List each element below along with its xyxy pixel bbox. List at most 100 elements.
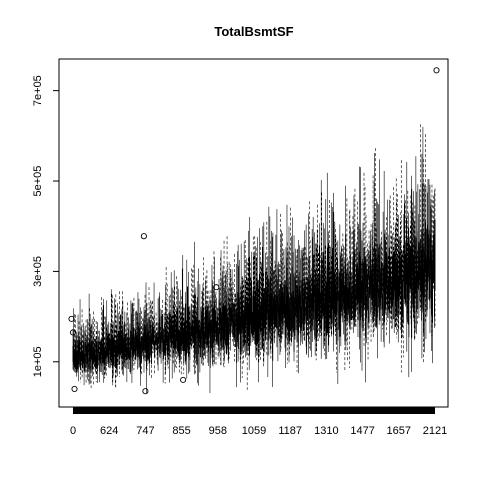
box-body [252, 314, 254, 334]
box-body [351, 285, 353, 321]
box-body [85, 346, 87, 368]
box-body [255, 313, 257, 332]
box-body [165, 335, 167, 354]
box-body [115, 344, 117, 363]
box-body [89, 349, 91, 371]
box-body [295, 281, 297, 317]
box-body [424, 221, 426, 274]
box-body [126, 336, 128, 355]
box-body [354, 251, 356, 326]
box-body [226, 312, 228, 355]
box-body [339, 271, 341, 322]
box-body [98, 352, 100, 361]
box-body [347, 289, 349, 309]
box-body [267, 279, 269, 341]
box-body [97, 344, 99, 353]
box-body [424, 251, 426, 273]
box-body [260, 303, 262, 338]
box-body [409, 252, 411, 280]
box-body [422, 232, 424, 290]
box-body [130, 331, 132, 348]
box-body [155, 337, 157, 345]
box-body [317, 274, 319, 309]
box-body [359, 251, 360, 314]
box-body [95, 355, 97, 369]
box-body [102, 335, 104, 360]
box-body [332, 272, 334, 309]
box-body [295, 280, 296, 305]
box-body [93, 346, 95, 364]
box-body [315, 290, 317, 316]
box-body [393, 252, 395, 299]
box-body [335, 291, 337, 345]
box-body [92, 340, 94, 359]
box-body [183, 333, 185, 346]
box-body [381, 261, 383, 293]
box-body [244, 296, 246, 328]
box-body [324, 288, 326, 315]
box-body [89, 340, 91, 361]
box-body [306, 295, 308, 319]
y-tick-label: 5e+05 [32, 166, 44, 197]
box-body [197, 314, 199, 333]
box-body [127, 348, 129, 358]
box-body [331, 274, 333, 301]
box-body [376, 257, 378, 325]
box-body [97, 341, 99, 369]
box-body [178, 329, 180, 361]
box-body [381, 282, 383, 299]
box-body [84, 353, 86, 372]
box-body [420, 265, 422, 304]
box-body [142, 336, 143, 353]
box-body [357, 275, 359, 312]
box-body [390, 267, 392, 291]
box-body [121, 330, 123, 358]
box-body [397, 281, 399, 320]
box-body [414, 237, 416, 298]
box-body [126, 348, 128, 369]
outlier-point [140, 233, 147, 240]
box-body [255, 285, 257, 327]
box-body [337, 276, 339, 289]
box-body [230, 310, 232, 333]
box-body [318, 288, 320, 320]
box-body [225, 301, 227, 348]
box-body [320, 267, 322, 331]
box-body [241, 303, 243, 352]
box-body [208, 312, 210, 337]
box-body [186, 311, 188, 350]
box-body [145, 326, 146, 349]
box-body [322, 269, 324, 319]
box-body [395, 260, 397, 306]
box-body [259, 311, 261, 349]
box-body [394, 254, 396, 298]
box-body [312, 274, 314, 310]
box-body [336, 276, 338, 292]
box-body [123, 338, 125, 353]
box-body [313, 284, 315, 296]
box-body [274, 295, 276, 325]
box-body [171, 317, 173, 358]
box-body [176, 315, 178, 348]
box-body [335, 280, 337, 311]
box-body [127, 328, 129, 359]
box-body [300, 292, 302, 330]
box-body [195, 327, 197, 362]
box-body [330, 267, 332, 310]
box-body [172, 327, 174, 337]
box-body [222, 308, 224, 350]
box-body [248, 302, 250, 348]
box-body [397, 256, 399, 299]
box-body [179, 329, 181, 360]
box-body [371, 275, 373, 288]
box-body [176, 321, 178, 348]
box-body [233, 320, 235, 338]
box-body [434, 220, 436, 291]
x-tick-label: 1657 [387, 425, 411, 437]
box-body [180, 331, 182, 347]
outlier-point [180, 376, 187, 383]
box-body [408, 258, 410, 338]
box-body [163, 335, 165, 352]
box-body [433, 234, 434, 283]
box-body [349, 270, 351, 310]
